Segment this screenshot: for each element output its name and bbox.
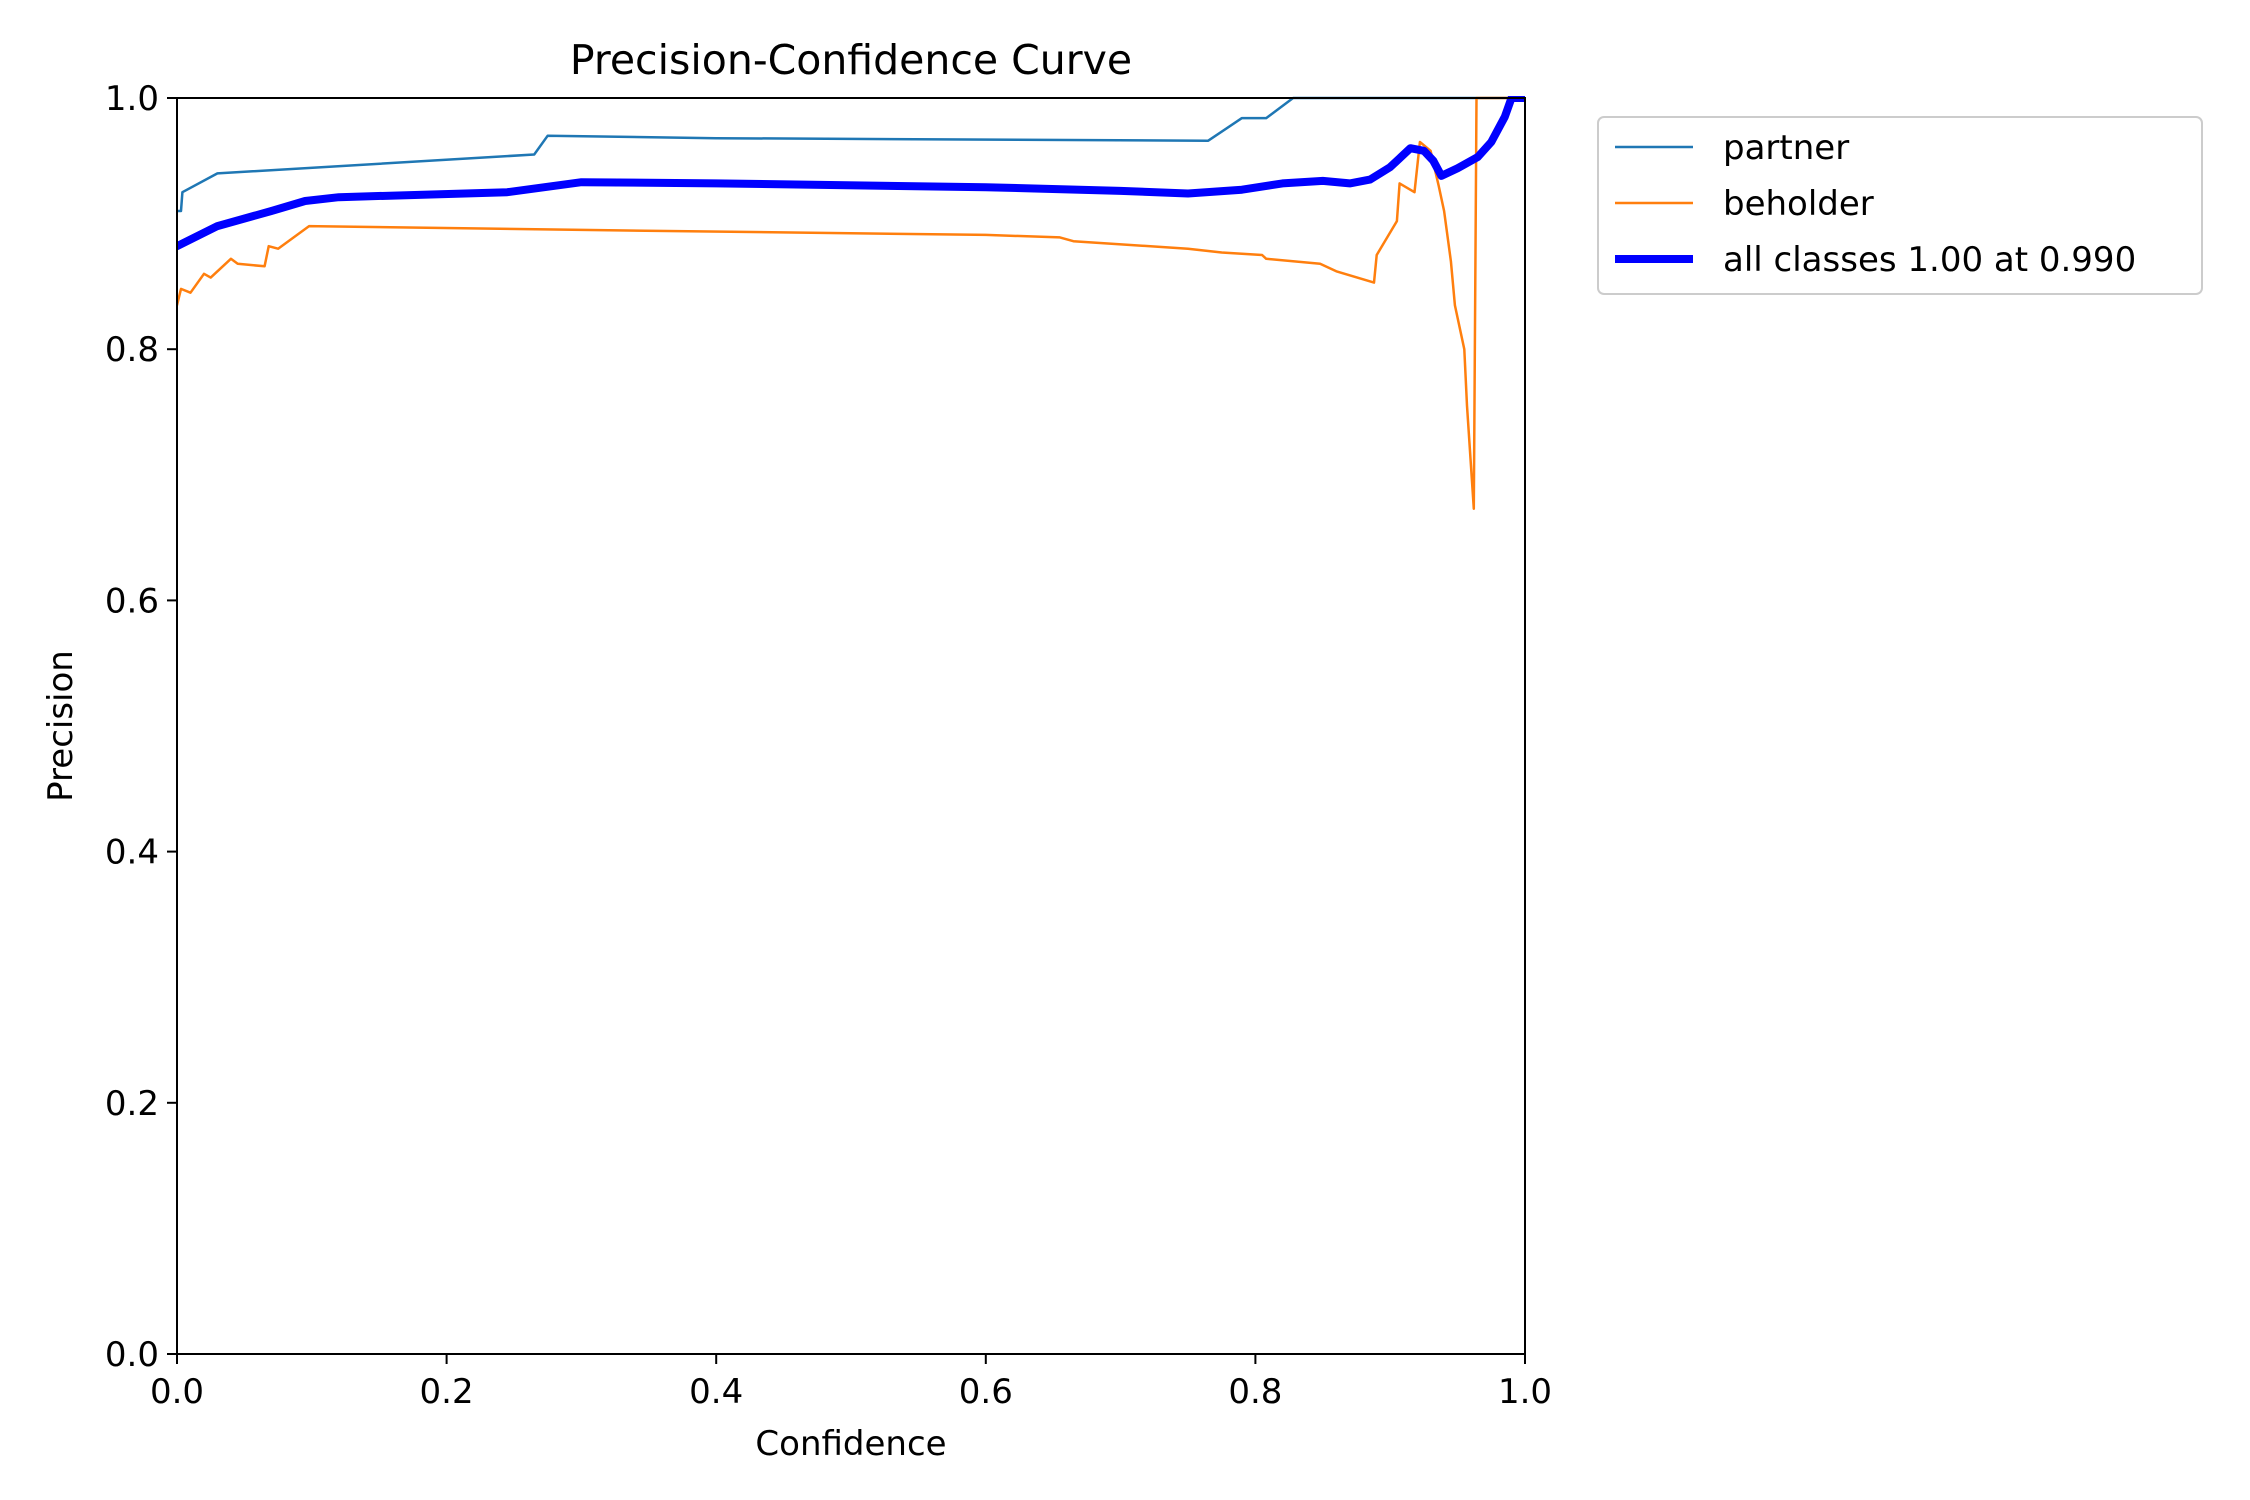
x-tick-label: 1.0 [1498, 1372, 1552, 1412]
x-tick-label: 0.0 [150, 1372, 204, 1412]
legend-entry-beholder-label: beholder [1723, 184, 1874, 224]
plot-area [177, 98, 1525, 1354]
x-axis-label: Confidence [755, 1424, 946, 1464]
y-tick-label: 0.2 [105, 1084, 159, 1124]
y-tick-label: 1.0 [105, 79, 159, 119]
x-tick-label: 0.8 [1228, 1372, 1282, 1412]
legend-entry-partner-label: partner [1723, 128, 1849, 168]
series-layer [177, 96, 1525, 510]
y-tick-label: 0.8 [105, 330, 159, 370]
legend: partner beholder all classes 1.00 at 0.990 [1597, 116, 2203, 295]
x-axis-ticks: 0.0 0.2 0.4 0.6 0.8 1.0 [150, 1354, 1552, 1412]
y-tick-label: 0.4 [105, 833, 159, 873]
plot-frame [176, 97, 1526, 1355]
series-line-partner [177, 96, 1525, 213]
x-tick-label: 0.6 [959, 1372, 1013, 1412]
y-axis-ticks: 0.0 0.2 0.4 0.6 0.8 1.0 [105, 79, 177, 1375]
x-tick-label: 0.4 [689, 1372, 743, 1412]
chart-title: Precision-Confidence Curve [570, 36, 1132, 84]
series-line-beholder [177, 96, 1525, 510]
legend-entry-all-classes-label: all classes 1.00 at 0.990 [1723, 240, 2136, 280]
y-axis-label: Precision [41, 650, 81, 802]
x-tick-label: 0.2 [420, 1372, 474, 1412]
y-tick-label: 0.0 [105, 1335, 159, 1375]
y-tick-label: 0.6 [105, 581, 159, 621]
series-line-all-classes [177, 96, 1525, 251]
legend-box [1597, 116, 2203, 295]
